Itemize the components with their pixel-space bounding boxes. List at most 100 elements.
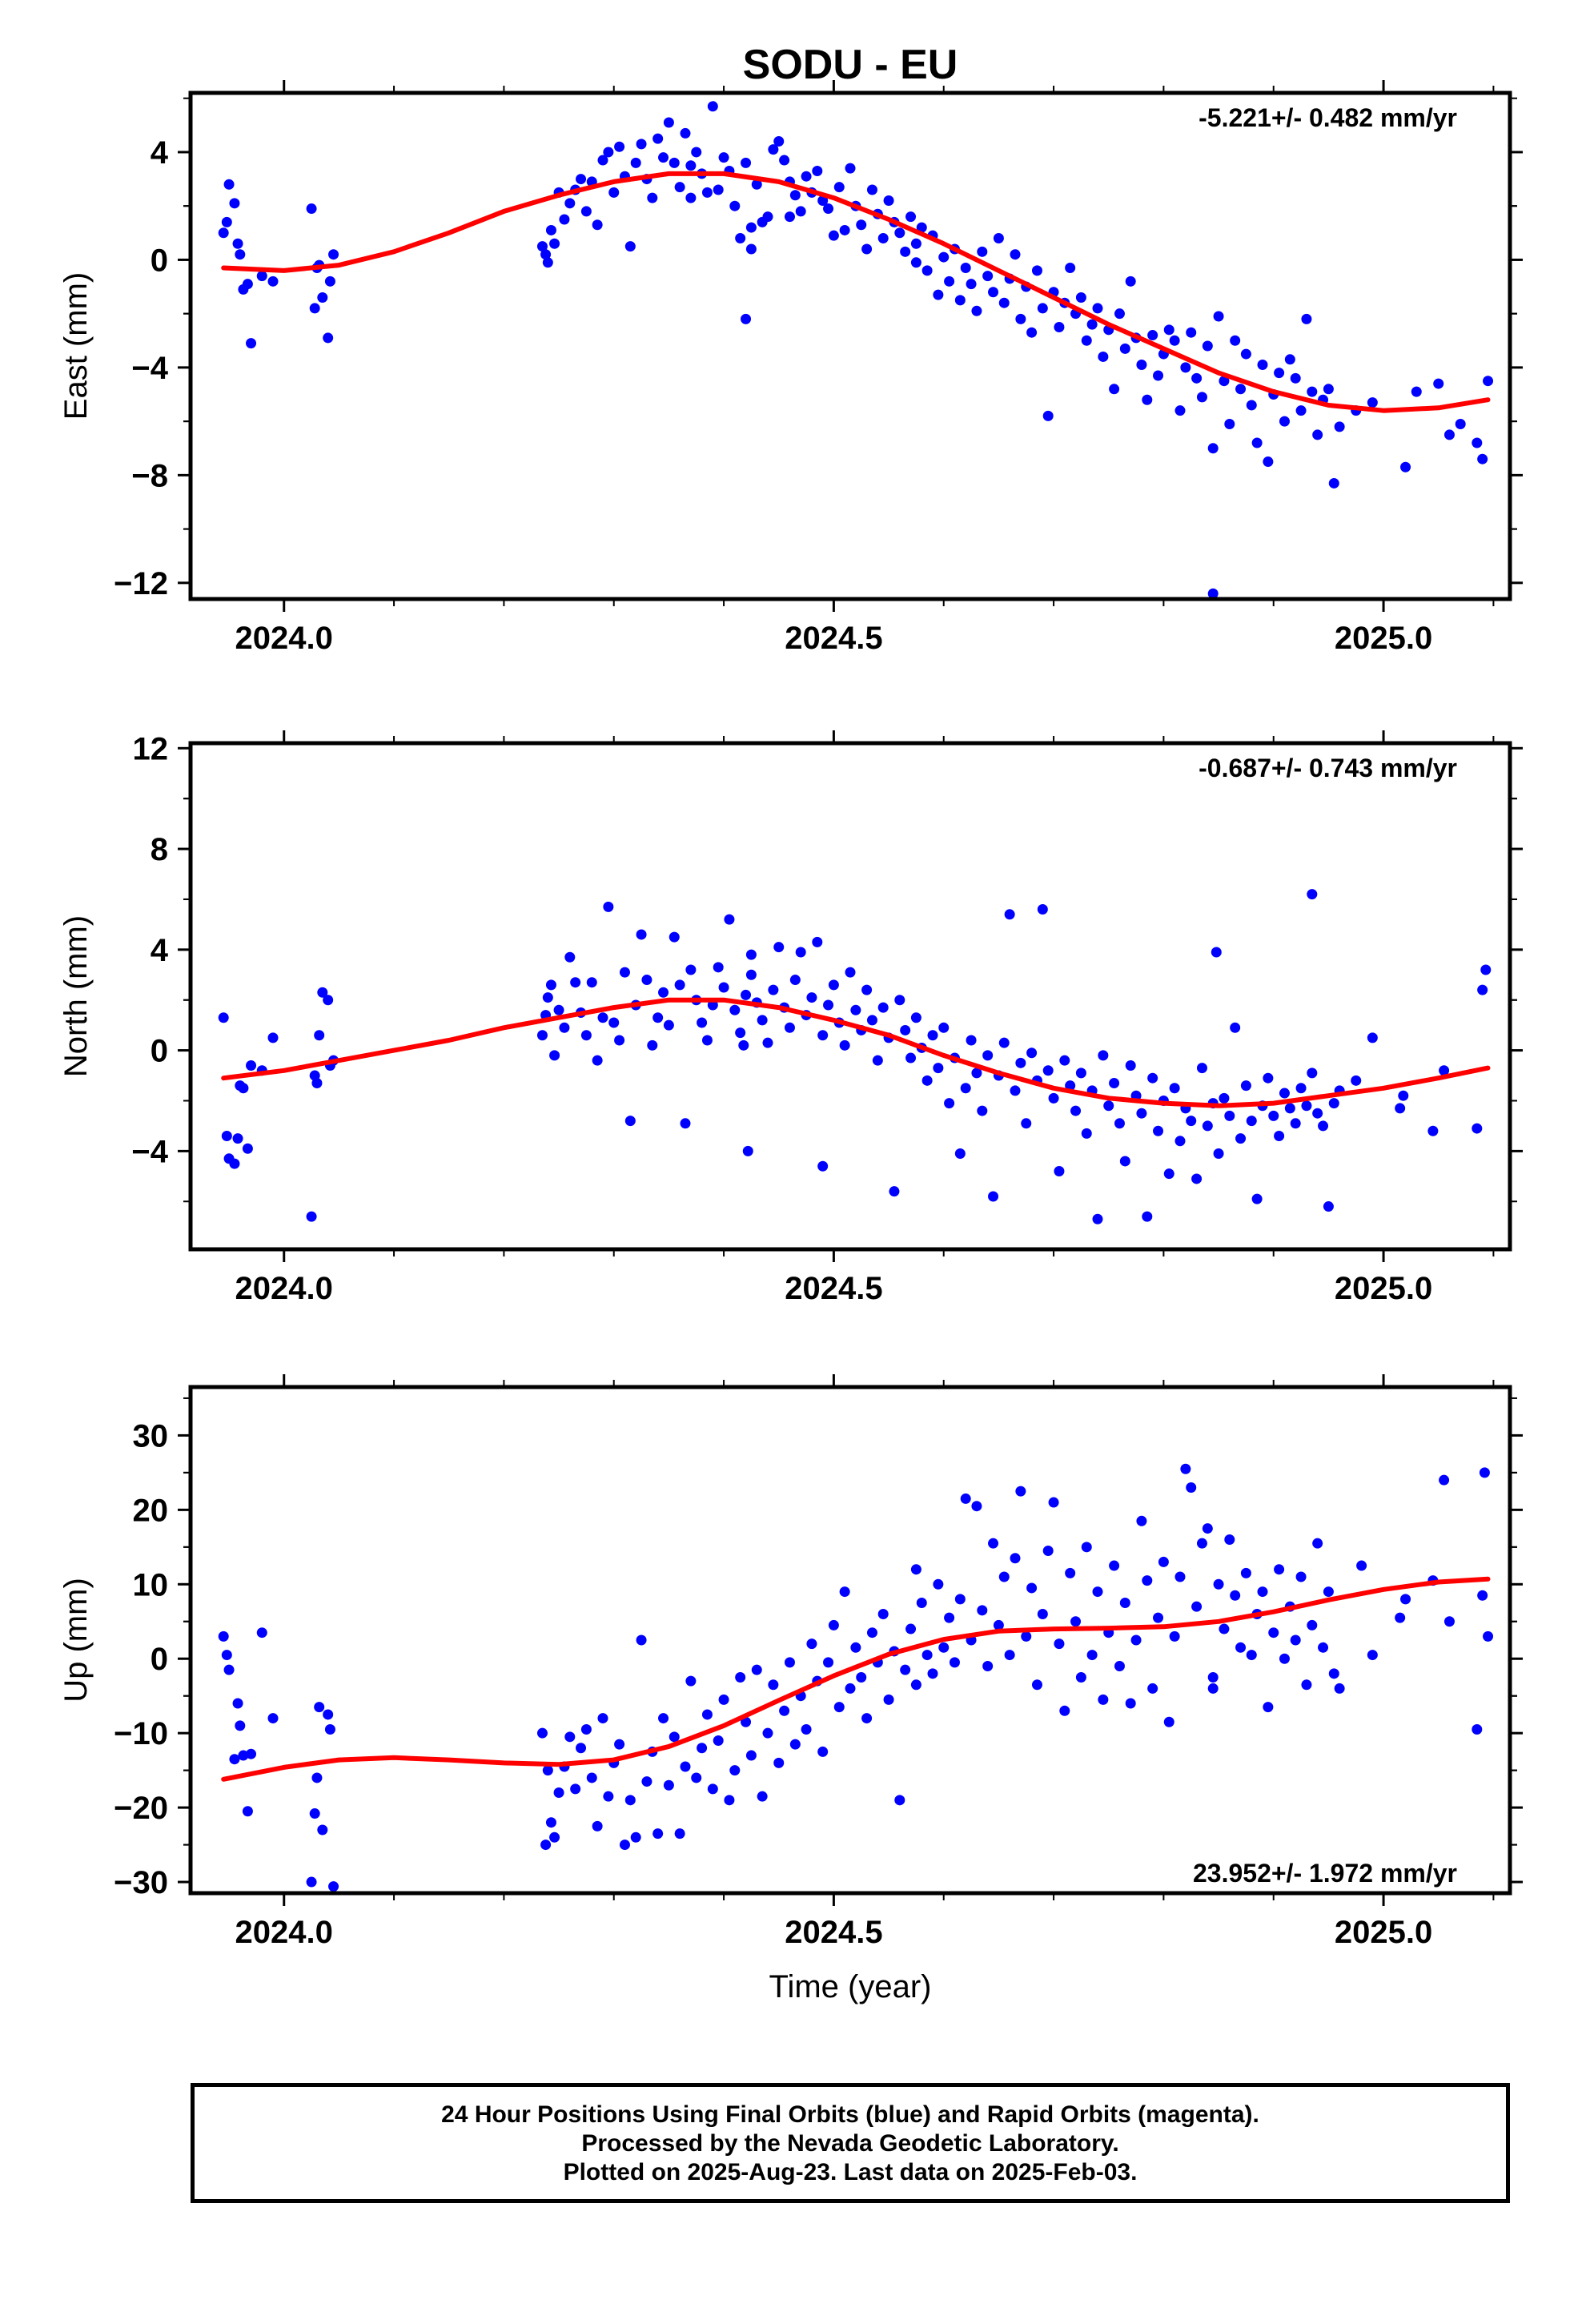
fit-line — [221, 1576, 1491, 1782]
data-point — [856, 1671, 867, 1683]
data-point — [317, 1824, 328, 1835]
data-point — [1433, 378, 1444, 389]
data-point — [1284, 354, 1295, 365]
data-point — [745, 1750, 757, 1761]
data-point — [1279, 1088, 1290, 1099]
data-point — [828, 1619, 839, 1630]
data-point — [221, 1650, 232, 1661]
data-point — [317, 987, 328, 998]
data-point — [839, 1039, 850, 1051]
data-point — [905, 1052, 917, 1063]
data-point — [707, 101, 718, 112]
data-point — [614, 1739, 625, 1750]
plot-frame — [188, 741, 1512, 1252]
data-point — [933, 1578, 944, 1590]
data-point — [549, 1050, 560, 1061]
data-point — [944, 1612, 955, 1623]
y-axis-label: North (mm) — [58, 915, 94, 1077]
y-tick-label: −8 — [131, 458, 168, 493]
data-point — [540, 1839, 552, 1851]
data-point — [1443, 429, 1455, 440]
data-point — [1472, 1123, 1483, 1134]
data-point — [1207, 1671, 1219, 1683]
data-point — [883, 1694, 894, 1705]
data-point — [1186, 1116, 1197, 1127]
data-point — [1480, 964, 1492, 975]
data-point — [982, 271, 994, 282]
data-point — [1367, 1650, 1378, 1661]
data-point — [718, 982, 729, 993]
data-point — [1169, 335, 1180, 346]
data-point — [1092, 303, 1103, 314]
data-point — [1081, 1542, 1092, 1553]
data-point — [1356, 1560, 1367, 1571]
data-point — [988, 1538, 999, 1549]
data-point — [944, 275, 955, 287]
data-point — [877, 233, 889, 244]
data-point — [762, 211, 773, 223]
data-point — [564, 1731, 576, 1743]
data-point — [685, 192, 697, 203]
data-point — [1268, 1110, 1279, 1121]
data-point — [812, 936, 823, 947]
data-point — [1251, 437, 1263, 448]
data-point — [1400, 1594, 1411, 1605]
data-point — [938, 251, 950, 263]
data-point — [1174, 1571, 1186, 1582]
data-point — [630, 1831, 641, 1843]
data-point — [1163, 1716, 1174, 1727]
y-tick-label: −20 — [114, 1791, 168, 1826]
data-point — [751, 179, 762, 190]
data-point — [910, 1564, 921, 1575]
data-point — [1328, 477, 1339, 489]
data-point — [536, 1030, 548, 1041]
data-point — [806, 1638, 817, 1650]
y-tick-label: 12 — [133, 731, 169, 766]
data-point — [652, 1828, 664, 1839]
data-point — [597, 1713, 608, 1724]
data-point — [1048, 1092, 1059, 1104]
data-point — [256, 271, 267, 282]
y-tick-label: 4 — [151, 933, 169, 968]
data-point — [828, 979, 839, 991]
y-tick-label: 4 — [151, 135, 169, 171]
data-point — [1042, 1545, 1054, 1556]
data-point — [779, 1705, 790, 1716]
data-point — [713, 962, 724, 973]
data-point — [1125, 275, 1136, 287]
data-point — [1398, 1090, 1409, 1101]
data-point — [680, 1761, 691, 1772]
data-point — [246, 1059, 257, 1071]
data-point — [856, 219, 867, 231]
data-point — [1180, 362, 1191, 373]
data-point — [1312, 429, 1323, 440]
data-point — [998, 1037, 1010, 1048]
data-point — [1037, 904, 1048, 915]
x-tick-label: 2024.0 — [235, 1271, 333, 1306]
data-point — [1202, 340, 1213, 352]
data-point — [549, 1831, 560, 1843]
data-point — [1224, 1534, 1235, 1546]
data-point — [817, 195, 829, 206]
data-point — [1136, 1515, 1147, 1526]
data-point — [916, 1598, 927, 1609]
data-point — [242, 1143, 253, 1154]
data-point — [1037, 1608, 1048, 1619]
data-point — [910, 238, 921, 249]
data-point — [845, 163, 856, 174]
data-point — [1169, 1630, 1180, 1642]
footer-line-3: Plotted on 2025-Aug-23. Last data on 202… — [563, 2159, 1138, 2185]
data-point — [1395, 1103, 1406, 1114]
data-point — [580, 1030, 592, 1041]
data-point — [1125, 1698, 1136, 1709]
data-point — [729, 1004, 741, 1015]
data-point — [314, 1702, 325, 1713]
data-point — [900, 1664, 911, 1675]
data-point — [1130, 1634, 1142, 1646]
data-point — [789, 1739, 801, 1750]
data-point — [652, 1012, 664, 1023]
data-point — [1367, 1032, 1378, 1043]
data-point — [1307, 386, 1318, 397]
data-point — [1472, 1724, 1483, 1735]
data-point — [729, 200, 741, 211]
